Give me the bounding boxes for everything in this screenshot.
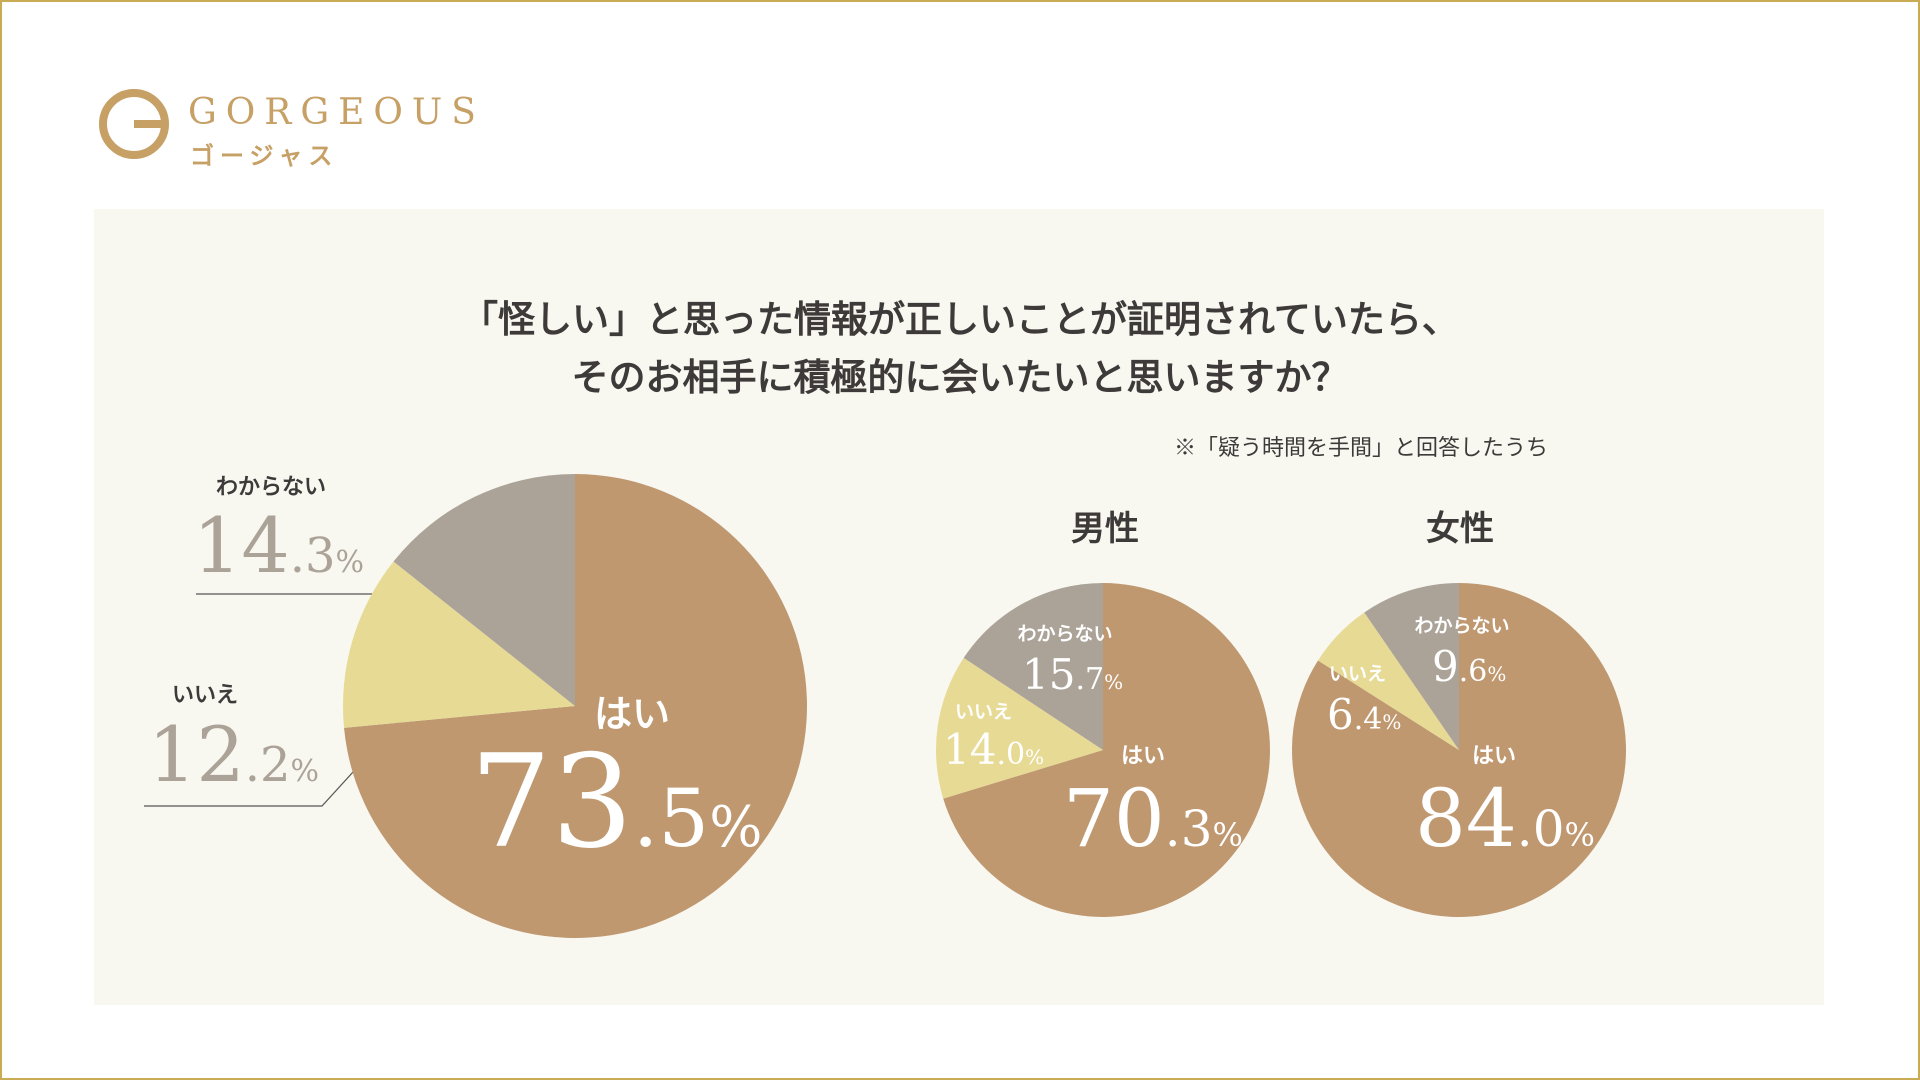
value-no-male: 14.0% <box>943 725 1044 774</box>
pie-title-male: 男性 <box>1071 509 1139 549</box>
value-dec: .0 <box>996 737 1025 772</box>
brand-name: GORGEOUS <box>188 92 485 133</box>
value-unit: % <box>709 795 762 860</box>
pie-female <box>1292 583 1626 917</box>
value-dec: .7 <box>1075 662 1104 697</box>
pie-slice-total-yes <box>344 474 807 938</box>
value-no-total: 12.2% <box>148 710 319 799</box>
value-int: 9 <box>1432 642 1459 691</box>
value-unit: % <box>1025 745 1044 769</box>
value-unit: % <box>1487 662 1506 686</box>
question-line-2: そのお相手に積極的に会いたいと思いますか？ <box>571 355 1349 399</box>
value-dec: .6 <box>1459 654 1488 689</box>
value-unit: % <box>291 754 320 789</box>
value-unit: % <box>336 545 365 580</box>
value-int: 14 <box>193 501 290 590</box>
value-dec: .2 <box>245 737 291 793</box>
question-title: 「怪しい」と思った情報が正しいことが証明されていたら、 そのお相手に積極的に会い… <box>0 290 1920 406</box>
value-int: 6 <box>1327 690 1354 739</box>
value-yes-male: 70.3% <box>1063 772 1243 865</box>
value-dec: .0 <box>1517 800 1565 858</box>
value-dec: .3 <box>1165 800 1213 858</box>
value-unit: % <box>1565 816 1595 854</box>
value-int: 84 <box>1415 772 1517 865</box>
pie-slice-male-no <box>936 657 1103 799</box>
label-no-total: いいえ <box>172 683 238 708</box>
pie-male <box>936 583 1270 917</box>
label-unknown-total: わからない <box>216 475 326 500</box>
value-unknown-female: 9.6% <box>1432 642 1506 691</box>
label-no-female: いいえ <box>1329 663 1386 685</box>
value-unknown-male: 15.7% <box>1022 650 1123 699</box>
value-unit: % <box>1213 816 1243 854</box>
label-yes-total: はい <box>594 692 670 736</box>
value-int: 14 <box>943 725 996 774</box>
value-unit: % <box>1382 710 1401 734</box>
label-yes-female: はい <box>1472 744 1516 769</box>
value-yes-total: 73.5% <box>470 728 762 877</box>
value-unit: % <box>1104 670 1123 694</box>
footnote: ※「疑う時間を手間」と回答したうち <box>1174 436 1549 461</box>
value-int: 73 <box>470 728 633 877</box>
label-unknown-male: わからない <box>1017 623 1112 645</box>
label-no-male: いいえ <box>955 701 1012 723</box>
label-yes-male: はい <box>1121 744 1165 769</box>
brand-name-ja: ゴージャス <box>190 142 339 170</box>
pie-slice-female-unknown <box>1364 583 1459 750</box>
pie-slice-female-no <box>1317 612 1459 750</box>
value-no-female: 6.4% <box>1327 690 1401 739</box>
value-int: 70 <box>1063 772 1165 865</box>
label-unknown-female: わからない <box>1414 615 1509 637</box>
question-line-1: 「怪しい」と思った情報が正しいことが証明されていたら、 <box>461 297 1459 341</box>
pie-total <box>343 474 807 938</box>
pie-title-female: 女性 <box>1426 509 1494 549</box>
value-unknown-total: 14.3% <box>193 501 364 590</box>
value-int: 15 <box>1022 650 1075 699</box>
logo-g-icon <box>99 89 169 159</box>
pie-slice-male-unknown <box>963 583 1103 750</box>
pie-slice-total-unknown <box>393 474 575 706</box>
pie-slice-male-yes <box>943 583 1270 917</box>
pie-slice-total-no <box>343 561 575 728</box>
value-int: 12 <box>148 710 245 799</box>
value-yes-female: 84.0% <box>1415 772 1595 865</box>
value-dec: .5 <box>633 772 709 865</box>
value-dec: .3 <box>290 528 336 584</box>
value-dec: .4 <box>1354 702 1383 737</box>
